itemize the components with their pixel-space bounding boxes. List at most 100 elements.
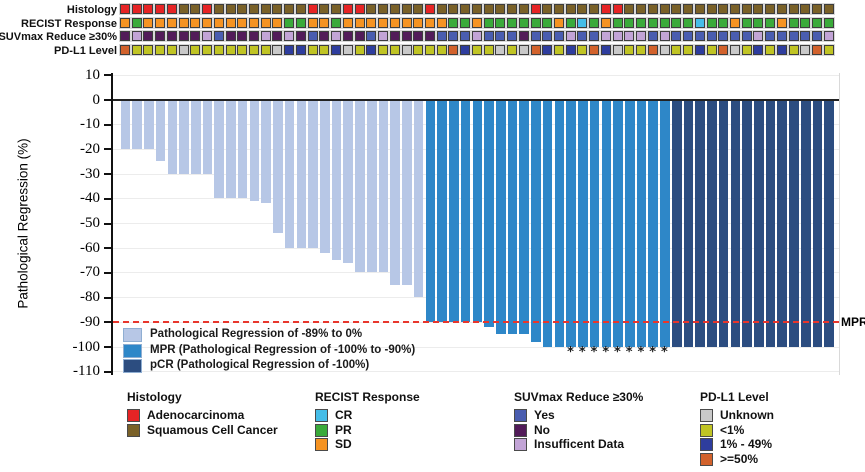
track-square-suvmax xyxy=(624,31,635,41)
legend-swatch xyxy=(514,438,527,452)
bar-pcr xyxy=(683,101,694,347)
track-square-recist xyxy=(612,17,623,28)
bar-pcr xyxy=(777,101,788,347)
track-square-recist xyxy=(155,17,166,28)
bar-mpr xyxy=(613,101,623,347)
track-square-pdl1 xyxy=(471,44,482,55)
track-square-histology xyxy=(366,4,377,14)
track-square-recist xyxy=(554,17,564,28)
track-square-recist xyxy=(354,17,365,28)
bar-light xyxy=(226,101,236,199)
track-square-pdl1 xyxy=(800,44,811,55)
track-square-pdl1 xyxy=(694,44,705,55)
track-square-pdl1 xyxy=(413,44,424,55)
track-square-histology xyxy=(624,4,635,14)
track-square-suvmax xyxy=(424,31,435,41)
track-square-histology xyxy=(577,4,588,14)
gridline xyxy=(113,346,839,348)
bar-mpr xyxy=(542,101,553,347)
track-square-histology xyxy=(213,4,224,14)
track-square-suvmax xyxy=(342,31,353,41)
track-square-histology xyxy=(542,4,553,14)
y-tick-label: -20 xyxy=(80,140,100,157)
bar-mpr xyxy=(519,101,529,335)
y-axis-line xyxy=(111,73,113,375)
y-tick-mark xyxy=(104,321,111,324)
track-square-suvmax xyxy=(765,31,776,41)
track-square-histology xyxy=(295,4,306,14)
track-square-histology xyxy=(671,4,682,14)
track-square-pdl1 xyxy=(530,44,541,55)
track-square-suvmax xyxy=(495,31,506,41)
y-tick-label: -90 xyxy=(80,313,100,330)
track-square-pdl1 xyxy=(389,44,400,55)
track-square-histology xyxy=(284,4,295,14)
track-square-suvmax xyxy=(507,31,518,41)
bar-light xyxy=(308,101,318,248)
y-tick-mark xyxy=(104,123,111,126)
track-square-recist xyxy=(600,17,611,28)
track-square-pdl1 xyxy=(424,44,435,55)
bar-mpr xyxy=(601,101,612,347)
track-square-histology xyxy=(155,4,166,14)
track-square-histology xyxy=(131,4,142,14)
track-square-histology xyxy=(424,4,435,14)
bar-light xyxy=(237,101,248,199)
legend-swatch xyxy=(315,409,328,422)
legend-swatch xyxy=(700,452,713,466)
track-square-suvmax xyxy=(753,31,764,41)
track-square-suvmax xyxy=(706,31,717,41)
legend-item: No xyxy=(514,423,643,438)
track-square-histology xyxy=(178,4,189,14)
track-square-suvmax xyxy=(683,31,694,41)
bar-light xyxy=(202,101,213,174)
bar-pcr xyxy=(812,101,823,347)
track-label-pdl1: PD-L1 Level xyxy=(54,44,117,57)
y-tick-mark xyxy=(104,148,111,151)
track-square-histology xyxy=(694,4,705,14)
legend-item: <1% xyxy=(700,423,769,438)
legend-item-label: 1% - 49% xyxy=(720,437,773,452)
track-square-recist xyxy=(823,17,834,28)
track-square-pdl1 xyxy=(120,44,130,55)
track-square-recist xyxy=(295,17,306,28)
asterisk: * xyxy=(660,345,668,360)
bar-pcr xyxy=(765,101,776,347)
y-tick-label: 0 xyxy=(92,91,101,108)
track-square-recist xyxy=(636,17,647,28)
track-square-histology xyxy=(647,4,658,14)
track-square-pdl1 xyxy=(284,44,295,55)
track-square-recist xyxy=(272,17,283,28)
pcr-navy-swatch xyxy=(123,359,142,373)
track-square-suvmax xyxy=(812,31,823,41)
track-square-histology xyxy=(354,4,365,14)
bar-light xyxy=(132,101,142,149)
track-square-recist xyxy=(389,17,400,28)
track-square-recist xyxy=(413,17,424,28)
track-label-suvmax: SUVmax Reduce ≥30% xyxy=(0,31,117,43)
track-square-histology xyxy=(729,4,740,14)
y-tick-label: -30 xyxy=(80,165,100,182)
chart-legend-label: Pathological Regression of -89% to 0% xyxy=(150,328,363,340)
y-tick-label: -60 xyxy=(80,239,100,256)
legend-items: Yes No Insufficent Data xyxy=(514,408,643,452)
track-square-suvmax xyxy=(600,31,611,41)
bar-light xyxy=(413,101,424,298)
track-square-recist xyxy=(460,17,471,28)
track-square-histology xyxy=(507,4,518,14)
legend-item: CR xyxy=(315,408,420,423)
track-square-recist xyxy=(260,17,271,28)
legend-swatch xyxy=(315,423,328,437)
track-square-histology xyxy=(741,4,752,14)
track-square-suvmax xyxy=(155,31,166,41)
bar-pcr xyxy=(707,101,717,347)
track-square-pdl1 xyxy=(542,44,553,55)
legend-swatch xyxy=(514,409,527,422)
track-square-histology xyxy=(460,4,471,14)
track-square-pdl1 xyxy=(190,44,201,55)
y-tick-mark xyxy=(104,296,111,299)
legend-group-histology: Histology Adenocarcinoma Squamous Cell Ca… xyxy=(127,390,278,437)
track-square-recist xyxy=(530,17,541,28)
track-square-suvmax xyxy=(741,31,752,41)
bar-light xyxy=(378,101,389,273)
